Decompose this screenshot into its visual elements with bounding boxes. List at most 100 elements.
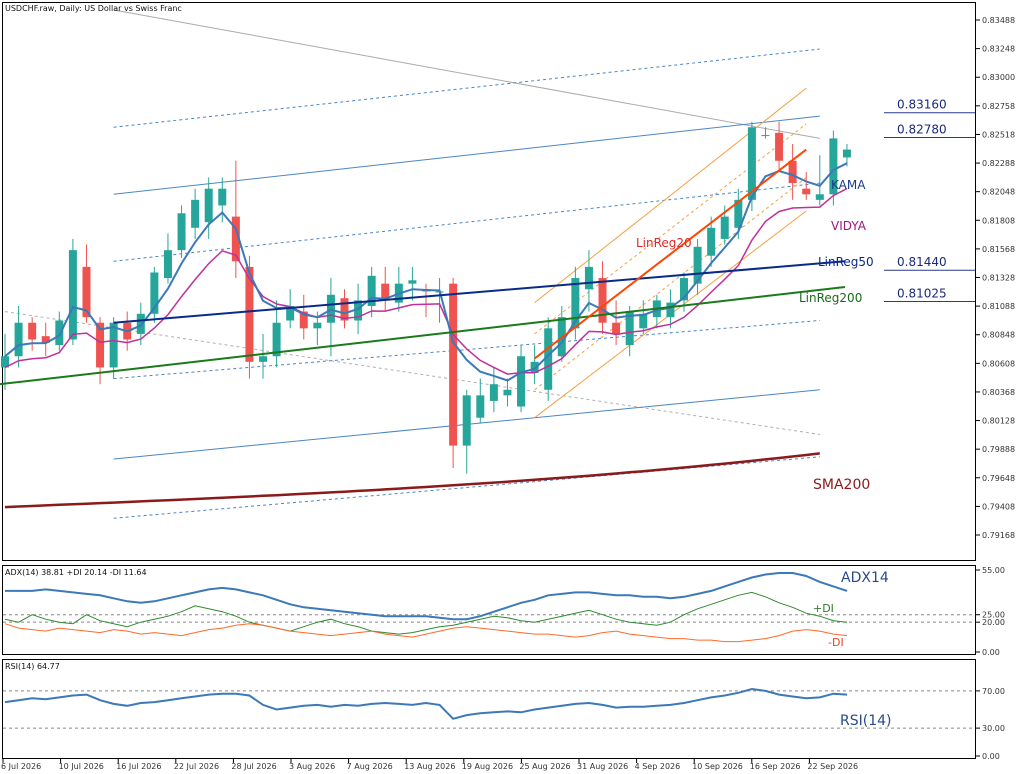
x-tick-label: 19 Aug 2026 bbox=[462, 762, 513, 771]
y-tick-label: 0.82048 bbox=[982, 188, 1015, 197]
label-sma200: SMA200 bbox=[813, 477, 870, 493]
linreg20-line bbox=[534, 148, 807, 360]
candles bbox=[1, 121, 851, 474]
adx-pane-frame bbox=[2, 565, 976, 655]
linreg20-upper bbox=[534, 87, 807, 304]
candle-body bbox=[747, 127, 756, 200]
y-tick-label: 55.00 bbox=[982, 566, 1005, 575]
channel-blue-mid-upper bbox=[113, 115, 820, 195]
candle-body bbox=[55, 320, 64, 346]
candle-body bbox=[340, 298, 349, 321]
candle-body bbox=[41, 336, 50, 343]
x-tick-label: 22 Sep 2026 bbox=[807, 762, 858, 771]
x-tick-label: 10 Sep 2026 bbox=[692, 762, 743, 771]
candle-body bbox=[476, 395, 485, 418]
candle-body bbox=[163, 250, 172, 279]
candle-body bbox=[408, 280, 417, 284]
candle-body bbox=[299, 311, 308, 329]
y-tick-label: 0.81088 bbox=[982, 302, 1015, 311]
y-tick-label: 25.00 bbox=[982, 611, 1005, 620]
candle-body bbox=[639, 313, 648, 329]
candle-body bbox=[666, 302, 675, 318]
candle-body bbox=[612, 322, 621, 334]
vidya-line bbox=[4, 187, 848, 375]
candle-body bbox=[28, 322, 37, 340]
y-tick-label: 0.83000 bbox=[982, 73, 1015, 82]
candle-body bbox=[788, 160, 797, 184]
candle-body bbox=[367, 275, 376, 306]
linreg200-line bbox=[0, 286, 846, 386]
label-plus-di: +DI bbox=[813, 602, 834, 615]
price-levels: 0.83160 0.82780 0.81440 0.81025 bbox=[884, 98, 975, 303]
x-tick-label: 16 Sep 2026 bbox=[750, 762, 801, 771]
candle-body bbox=[177, 213, 186, 251]
candle-body bbox=[734, 199, 743, 228]
x-tick-label: 6 Jul 2026 bbox=[1, 762, 41, 771]
y-tick-label: 0.82518 bbox=[982, 130, 1015, 139]
label-minus-di: -DI bbox=[828, 636, 844, 649]
candle-body bbox=[489, 384, 498, 401]
candle-body bbox=[503, 389, 512, 396]
y-tick-label: 0.80848 bbox=[982, 331, 1015, 340]
x-tick-label: 13 Aug 2026 bbox=[404, 762, 455, 771]
rsi-pane: 70.00 30.00 0.00 bbox=[3, 687, 1005, 761]
sma200-line bbox=[4, 452, 820, 509]
candle-body bbox=[720, 216, 729, 239]
candle-body bbox=[381, 283, 390, 301]
y-tick-label: 0.82288 bbox=[982, 159, 1015, 168]
candle-body bbox=[150, 272, 159, 314]
y-tick-label: 0.83488 bbox=[982, 16, 1015, 25]
label-linreg50: LinReg50 bbox=[818, 255, 874, 269]
y-tick-label: 0.81328 bbox=[982, 274, 1015, 283]
series-line bbox=[4, 591, 848, 635]
candle-body bbox=[815, 194, 824, 200]
overlay-lines bbox=[4, 9, 820, 519]
candle-body bbox=[109, 322, 118, 368]
y-tick-label: 0.00 bbox=[982, 648, 1000, 657]
y-tick-label: 0.80128 bbox=[982, 417, 1015, 426]
main-header: USDCHF.raw, Daily: US Dollar vs Swiss Fr… bbox=[5, 4, 182, 13]
candle-body bbox=[598, 278, 607, 323]
candle-body bbox=[544, 328, 553, 390]
candle-body bbox=[286, 305, 295, 321]
series-line bbox=[5, 572, 848, 621]
candle-body bbox=[272, 322, 281, 357]
rsi-header: RSI(14) 64.77 bbox=[5, 662, 60, 671]
y-tick-label: 70.00 bbox=[982, 687, 1005, 696]
candle-body bbox=[354, 300, 363, 321]
rsi-pane-frame bbox=[2, 659, 976, 759]
candle-body bbox=[245, 266, 254, 362]
y-axis: 0.83488 0.83248 0.83000 0.82758 0.82518 0.822… bbox=[976, 16, 1015, 540]
x-axis: 6 Jul 2026 10 Jul 2026 16 Jul 2026 22 Jul 2… bbox=[1, 759, 858, 771]
candle-body bbox=[802, 188, 811, 195]
label-vidya: VIDYA bbox=[831, 219, 867, 233]
price-level-label: 0.82780 bbox=[897, 123, 947, 137]
y-tick-label: 0.81808 bbox=[982, 216, 1015, 225]
candle-body bbox=[707, 227, 716, 256]
candle-body bbox=[571, 278, 580, 329]
x-tick-label: 16 Jul 2026 bbox=[116, 762, 161, 771]
x-tick-label: 28 Jul 2026 bbox=[231, 762, 276, 771]
price-level-label: 0.83160 bbox=[897, 98, 947, 112]
candle-body bbox=[313, 322, 322, 329]
x-tick-label: 31 Aug 2026 bbox=[577, 762, 628, 771]
label-kama: KAMA bbox=[831, 178, 866, 192]
x-tick-label: 4 Sep 2026 bbox=[635, 762, 681, 771]
price-level-label: 0.81025 bbox=[897, 287, 947, 301]
candle-body bbox=[68, 250, 77, 340]
candle-body bbox=[96, 322, 105, 368]
trend-grey-upper bbox=[113, 9, 820, 139]
candle-body bbox=[82, 266, 91, 318]
candle-body bbox=[761, 135, 770, 137]
candle-body bbox=[231, 216, 240, 262]
channel-blue-top bbox=[113, 48, 820, 128]
y-tick-label: 0.80368 bbox=[982, 388, 1015, 397]
price-level-label: 0.81440 bbox=[897, 255, 947, 269]
label-linreg20: LinReg20 bbox=[636, 236, 692, 250]
x-tick-label: 22 Jul 2026 bbox=[174, 762, 219, 771]
linreg50-line bbox=[113, 260, 846, 324]
candle-body bbox=[1, 356, 9, 368]
candle-body bbox=[530, 361, 539, 374]
